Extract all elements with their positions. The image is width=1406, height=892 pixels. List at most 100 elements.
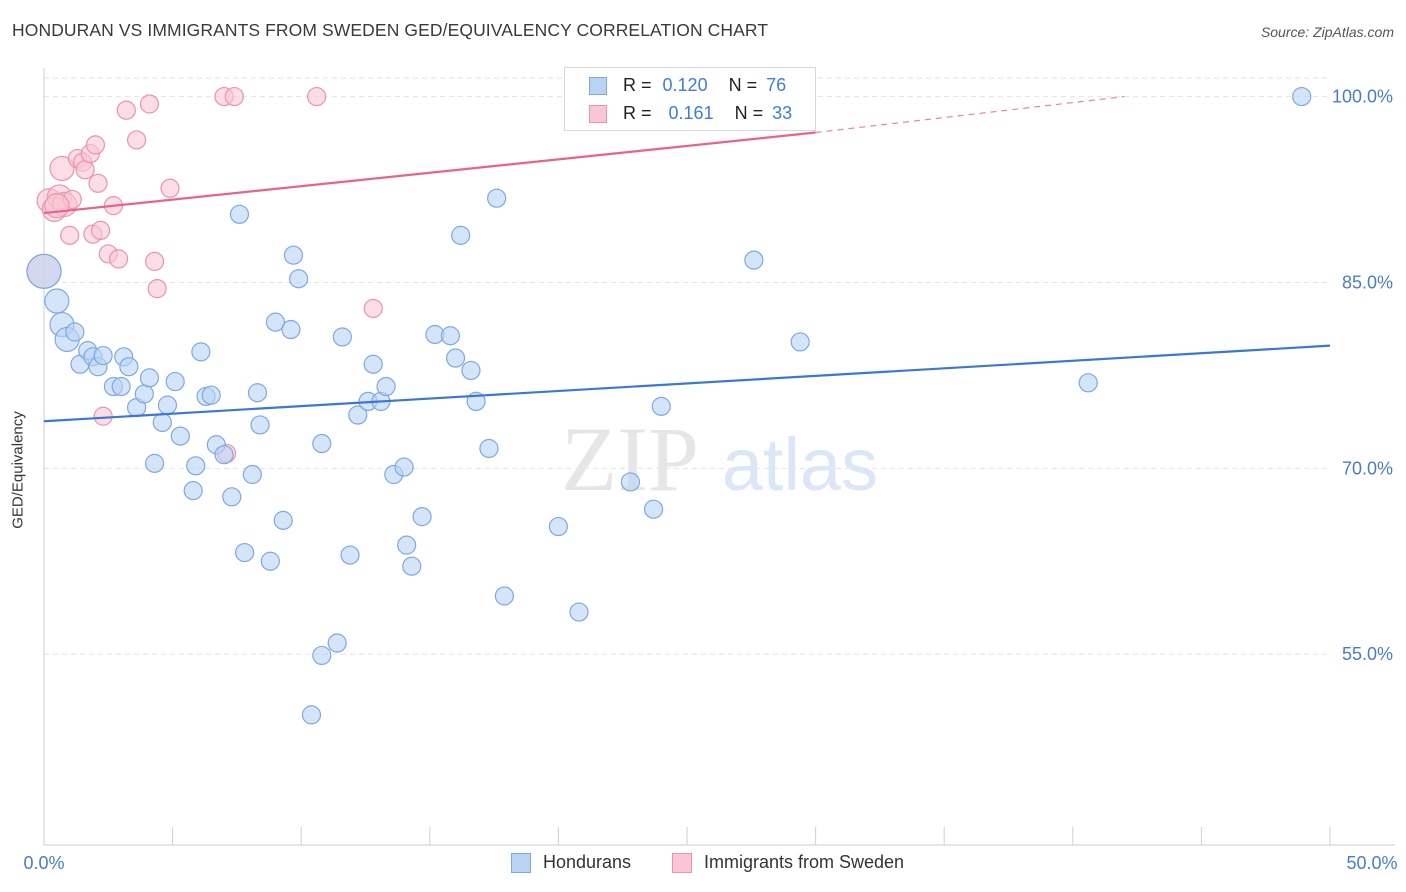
honduran-point — [44, 288, 70, 314]
legend-r-label: R = — [623, 103, 652, 123]
honduran-point — [643, 499, 664, 519]
honduran-point — [242, 464, 262, 485]
sweden-point — [126, 130, 147, 150]
series-sweden-points — [26, 86, 723, 464]
honduran-point — [312, 645, 332, 666]
honduran-point — [165, 371, 185, 392]
sweden-point — [60, 225, 80, 245]
sweden-point — [49, 155, 75, 182]
honduran-point — [376, 376, 396, 397]
honduran-point — [235, 542, 255, 563]
sweden-point — [75, 160, 95, 180]
honduran-point — [281, 319, 301, 340]
honduran-point — [479, 438, 499, 459]
axes — [43, 68, 1395, 846]
honduran-point — [402, 556, 422, 576]
chart-title: HONDURAN VS IMMIGRANTS FROM SWEDEN GED/E… — [12, 20, 769, 40]
sweden-point — [116, 100, 136, 120]
y-tick-label: 100.0% — [1332, 87, 1393, 107]
bottom-legend-label: Hondurans — [543, 852, 632, 872]
sweden-point — [307, 86, 327, 107]
honduran-point — [301, 705, 322, 725]
honduran-point — [139, 368, 160, 388]
sweden-point — [88, 173, 108, 193]
honduran-point — [134, 384, 154, 404]
honduran-point — [394, 457, 414, 477]
sweden-point — [108, 249, 129, 269]
hondurans-trend-line — [43, 344, 1331, 423]
legend-swatch-blue — [589, 77, 607, 95]
honduran-point — [229, 204, 250, 224]
sweden-point — [139, 94, 160, 114]
honduran-point — [111, 376, 131, 397]
honduran-point — [744, 250, 764, 270]
y-tick-label: 70.0% — [1342, 458, 1393, 478]
legend-r-value: 0.120 — [662, 75, 708, 95]
honduran-point — [451, 225, 471, 245]
honduran-point — [65, 322, 85, 342]
honduran-point — [283, 245, 304, 265]
honduran-point — [548, 516, 569, 537]
x-tick-label: 50.0% — [1346, 853, 1397, 873]
honduran-point — [186, 456, 206, 476]
legend-r-value: 0.161 — [668, 103, 714, 123]
legend-n-label: N = — [728, 75, 758, 95]
bottom-legend-swatch-blue — [511, 853, 531, 873]
honduran-point — [93, 345, 113, 366]
tick-labels: 55.0% 70.0% 85.0% 100.0% 0.0% 50.0% — [23, 87, 1397, 873]
honduran-point — [26, 253, 62, 289]
sweden-trend-line-dashed — [815, 95, 1125, 134]
x-tick-label: 0.0% — [23, 853, 64, 873]
honduran-point — [289, 269, 309, 289]
honduran-point — [1078, 373, 1098, 393]
honduran-point — [214, 445, 234, 465]
honduran-point — [412, 507, 432, 527]
watermark: ZIP atlas — [561, 408, 878, 510]
trend-lines — [43, 95, 1331, 423]
honduran-point — [265, 312, 286, 332]
honduran-point — [440, 326, 460, 346]
legend: R = 0.120 N = 76 R = 0.161 N = 33 — [564, 67, 816, 131]
honduran-point — [183, 481, 203, 501]
bottom-legend-swatch-pink — [672, 853, 692, 873]
watermark-zip: ZIP — [561, 408, 699, 510]
legend-swatch-pink — [589, 105, 607, 123]
sweden-point — [224, 86, 244, 107]
honduran-point — [363, 354, 383, 374]
honduran-point — [327, 633, 347, 653]
honduran-point — [461, 360, 481, 381]
honduran-point — [191, 342, 211, 362]
legend-n-value: 76 — [766, 75, 787, 95]
y-tick-label: 85.0% — [1342, 272, 1393, 292]
legend-n-value: 33 — [772, 103, 793, 123]
honduran-point — [247, 383, 268, 403]
sweden-point — [147, 279, 167, 299]
honduran-point — [222, 487, 242, 507]
honduran-point — [445, 348, 466, 368]
honduran-point — [250, 415, 270, 435]
honduran-point — [157, 395, 178, 415]
sweden-trend-line — [43, 131, 816, 215]
honduran-point — [144, 453, 165, 473]
honduran-point — [790, 332, 810, 352]
honduran-point — [651, 396, 671, 416]
legend-r-label: R = — [623, 75, 652, 95]
honduran-point — [569, 602, 589, 622]
honduran-point — [312, 433, 332, 454]
honduran-point — [494, 586, 514, 606]
honduran-point — [340, 545, 360, 565]
honduran-point — [273, 510, 293, 530]
legend-n-label: N = — [734, 103, 764, 123]
sweden-point — [363, 298, 383, 319]
honduran-point — [487, 188, 507, 208]
honduran-point — [260, 551, 280, 571]
sweden-point — [93, 406, 113, 426]
sweden-point — [160, 178, 180, 198]
honduran-point — [620, 472, 641, 492]
grid — [44, 77, 1330, 655]
bottom-legend-label: Immigrants from Sweden — [704, 852, 905, 872]
sweden-point — [44, 193, 70, 219]
honduran-point — [170, 426, 190, 446]
series-hondurans-points — [26, 86, 1312, 725]
